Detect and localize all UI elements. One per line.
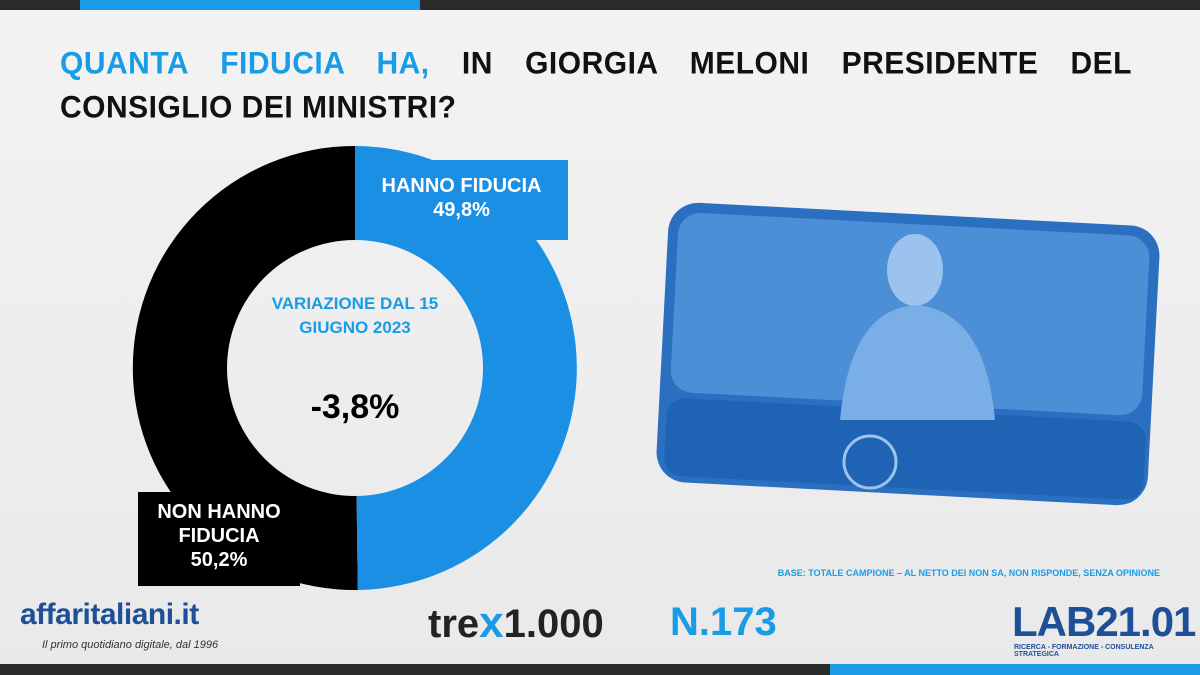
bottom-bar <box>0 664 1200 675</box>
top-bar-accent <box>80 0 420 10</box>
value-label: 49,8% <box>433 199 490 221</box>
figure-body <box>840 305 995 420</box>
bottom-bar-accent <box>830 664 1200 675</box>
survey-prefix: tre <box>428 602 480 646</box>
survey-mid: 1.000 <box>503 602 604 646</box>
label-box: NON HANNO FIDUCIA 50,2% <box>138 492 300 586</box>
center-annotation: VARIAZIONE DAL 15 GIUGNO 2023 <box>271 294 439 337</box>
brand-logo: affaritaliani.it <box>20 598 199 631</box>
category-label: NON HANNO FIDUCIA <box>157 501 281 547</box>
brand-tagline: Il primo quotidiano digitale, dal 1996 <box>42 639 219 651</box>
top-bar <box>0 0 1200 10</box>
pie-slice <box>355 146 577 590</box>
value-label: 50,2% <box>190 549 248 571</box>
title-highlight: QUANTA FIDUCIA HA, <box>60 46 430 81</box>
survey-logo: trex1.000 <box>428 598 604 648</box>
center-value: -3,8% <box>310 388 400 426</box>
issue-number: N.173 <box>670 600 777 644</box>
pie-slice <box>132 145 358 590</box>
chart-title: QUANTA FIDUCIA HA, IN GIORGIA MELONI PRE… <box>60 42 1132 130</box>
label-box: HANNO FIDUCIA 49,8% <box>355 160 568 240</box>
lab-logo: LAB21.01 <box>1012 598 1196 645</box>
title-text: IN GIORGIA MELONI PRESIDENTE DEL CONSIGL… <box>60 46 1133 125</box>
photo <box>656 202 1160 506</box>
note: BASE: TOTALE CAMPIONE – AL NETTO DEI NON… <box>777 568 1160 578</box>
un-emblem <box>842 434 898 490</box>
figure-head <box>887 234 943 306</box>
category-label: HANNO FIDUCIA <box>381 175 542 197</box>
survey-x: x <box>479 598 504 647</box>
podium <box>664 398 1146 500</box>
lab-tagline: RICERCA - FORMAZIONE - CONSULENZA STRATE… <box>1014 644 1154 658</box>
